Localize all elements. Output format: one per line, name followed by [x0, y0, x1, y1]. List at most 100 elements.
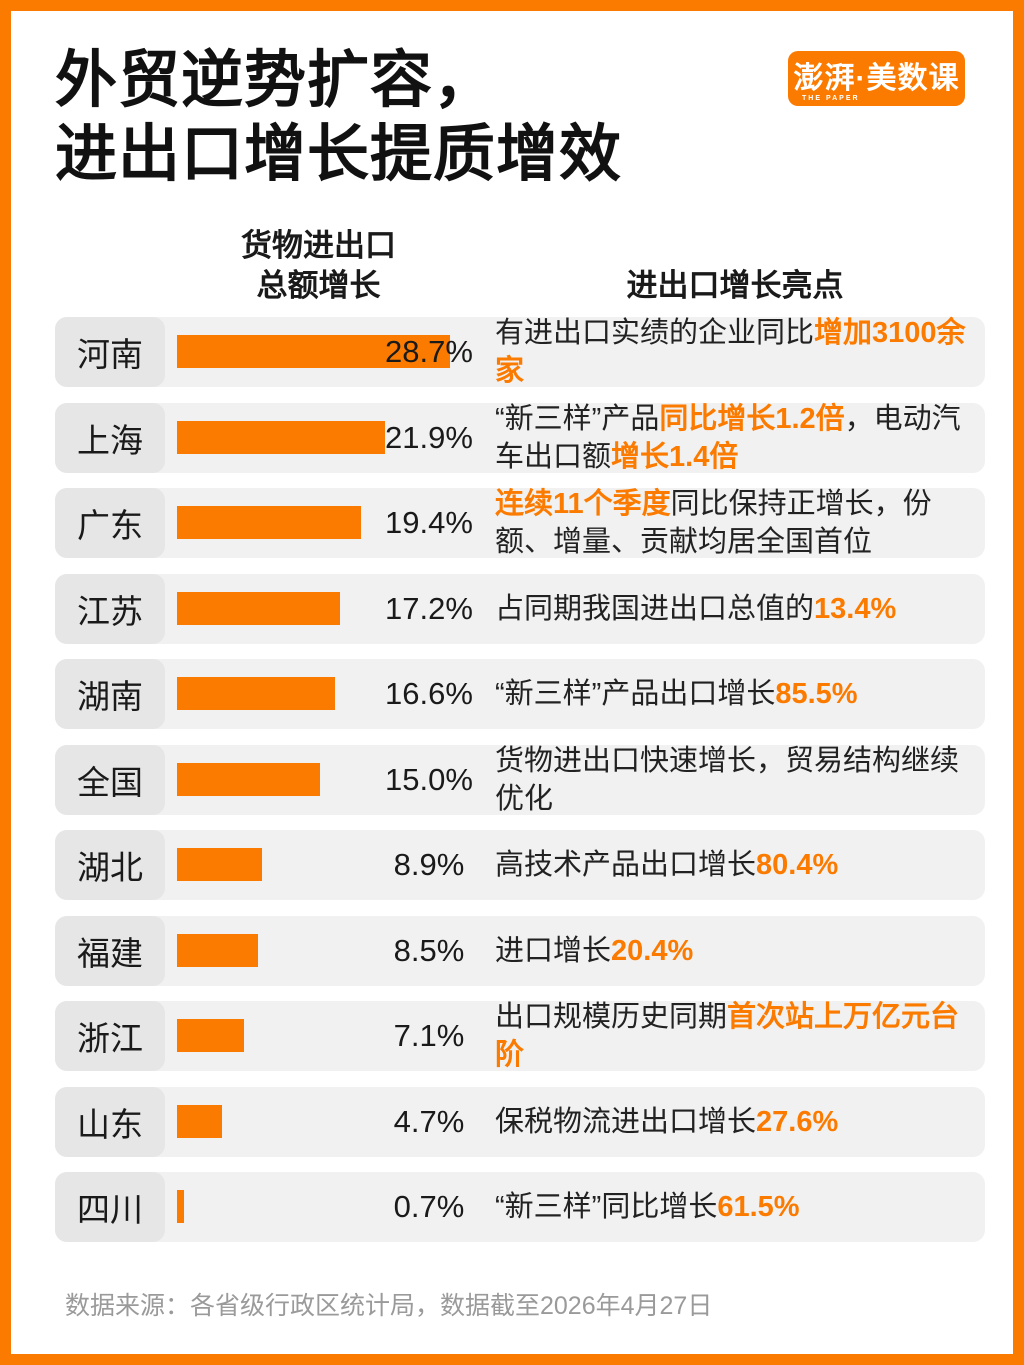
- highlight-text: 出口规模历史同期首次站上万亿元台阶: [495, 1001, 977, 1071]
- highlight-em-text: 20.4%: [611, 934, 694, 967]
- column-header-bar: 货物进出口 总额增长: [178, 226, 459, 306]
- value-label: 0.7%: [393, 1189, 465, 1224]
- value-label: 19.4%: [385, 505, 473, 540]
- province-label: 湖南: [55, 659, 165, 729]
- highlight-text-inner: “新三样”同比增长61.5%: [495, 1188, 800, 1226]
- province-label: 河南: [55, 317, 165, 387]
- highlight-plain-text: 出口规模历史同期: [495, 1001, 728, 1033]
- value-label: 16.6%: [385, 676, 473, 711]
- highlight-plain-text: “新三样”产品: [495, 402, 660, 435]
- highlight-text: “新三样”同比增长61.5%: [495, 1172, 977, 1242]
- logo-subtext: THE PAPER: [802, 95, 860, 102]
- table-row: 广东 19.4% 连续11个季度同比保持正增长，份额、增量、贡献均居全国首位: [55, 488, 985, 558]
- highlight-text: 保税物流进出口增长27.6%: [495, 1087, 977, 1157]
- value-bar: [177, 762, 320, 796]
- value-label: 4.7%: [393, 1103, 465, 1139]
- column-header-highlight: 进出口增长亮点: [626, 268, 844, 303]
- table-row: 四川 0.7% “新三样”同比增长61.5%: [55, 1172, 985, 1242]
- highlight-em-text: 首次站上万亿元台阶: [495, 1001, 960, 1071]
- value-label: 8.9%: [393, 847, 465, 882]
- highlight-text: “新三样”产品出口增长85.5%: [495, 659, 977, 729]
- page-title: 外贸逆势扩容， 进出口增长提质增效: [55, 44, 622, 192]
- highlight-plain-text: ，电动汽车出口额: [495, 402, 961, 473]
- page-title-line1: 外贸逆势扩容，: [55, 46, 497, 115]
- highlight-plain-text: 高技术产品出口增长: [495, 849, 757, 881]
- highlight-text-inner: 货物进出口快速增长，贸易结构继续优化: [495, 742, 977, 818]
- province-label: 山东: [55, 1086, 165, 1157]
- value-label: 15.0%: [385, 761, 473, 797]
- highlight-text-inner: 高技术产品出口增长80.4%: [495, 846, 838, 884]
- province-label: 江苏: [55, 573, 165, 644]
- value-bar: [177, 848, 262, 881]
- value-bar: [177, 1104, 222, 1138]
- highlight-em-text: 增长1.4倍: [611, 440, 739, 473]
- highlight-plain-text: 占同期我国进出口总值的: [495, 592, 815, 625]
- highlight-plain-text: 货物进出口快速增长，贸易结构继续优化: [495, 744, 960, 815]
- highlight-em-text: 增加3100余家: [495, 317, 966, 387]
- table-row: 河南 28.7% 有进出口实绩的企业同比增加3100余家: [55, 317, 985, 387]
- value-bar: [177, 677, 335, 710]
- highlight-text: 占同期我国进出口总值的13.4%: [495, 574, 977, 644]
- highlight-text-inner: 占同期我国进出口总值的13.4%: [495, 590, 896, 628]
- highlight-plain-text: 有进出口实绩的企业同比: [495, 317, 815, 349]
- value-label: 28.7%: [385, 334, 473, 369]
- table-row: 上海 21.9% “新三样”产品同比增长1.2倍，电动汽车出口额增长1.4倍: [55, 402, 985, 473]
- table-row: 全国 15.0% 货物进出口快速增长，贸易结构继续优化: [55, 744, 985, 815]
- bar-chart-rows: 河南 28.7% 有进出口实绩的企业同比增加3100余家 上海 21.9% “新…: [55, 317, 985, 1242]
- highlight-text-inner: 进口增长20.4%: [495, 932, 693, 970]
- highlight-em-text: 27.6%: [756, 1105, 839, 1138]
- highlight-em-text: 80.4%: [756, 849, 839, 881]
- value-bar: [177, 335, 450, 368]
- value-bar: [177, 1190, 184, 1223]
- value-bar: [177, 506, 362, 539]
- highlight-em-text: 同比增长1.2倍: [659, 402, 845, 435]
- highlight-text: 有进出口实绩的企业同比增加3100余家: [495, 317, 977, 387]
- highlight-text-inner: 连续11个季度同比保持正增长，份额、增量、贡献均居全国首位: [495, 485, 977, 561]
- highlight-text: 货物进出口快速增长，贸易结构继续优化: [495, 745, 977, 815]
- column-header-bar-line1: 货物进出口: [241, 228, 396, 263]
- highlight-text-inner: 有进出口实绩的企业同比增加3100余家: [495, 314, 977, 390]
- highlight-text-inner: “新三样”产品同比增长1.2倍，电动汽车出口额增长1.4倍: [495, 400, 977, 476]
- highlight-em-text: 13.4%: [814, 592, 897, 625]
- highlight-em-text: 85.5%: [775, 678, 858, 710]
- province-label: 四川: [55, 1172, 165, 1242]
- value-bar: [177, 933, 258, 967]
- value-bar: [177, 591, 341, 625]
- province-label: 上海: [55, 402, 165, 473]
- province-label: 浙江: [55, 1001, 165, 1071]
- table-row: 浙江 7.1% 出口规模历史同期首次站上万亿元台阶: [55, 1001, 985, 1071]
- value-label: 17.2%: [385, 590, 473, 626]
- value-label: 8.5%: [393, 932, 465, 968]
- highlight-text-inner: 出口规模历史同期首次站上万亿元台阶: [495, 998, 977, 1074]
- logo: 澎湃·美数课 THE PAPER: [788, 51, 965, 106]
- logo-text: 澎湃·美数课: [793, 61, 960, 95]
- column-header-bar-line2: 总额增长: [256, 268, 381, 303]
- highlight-plain-text: 保税物流进出口增长: [495, 1105, 757, 1138]
- highlight-plain-text: “新三样”产品出口增长: [495, 678, 776, 710]
- highlight-text: 高技术产品出口增长80.4%: [495, 830, 977, 900]
- province-label: 福建: [55, 915, 165, 986]
- highlight-plain-text: 进口增长: [495, 934, 612, 967]
- highlight-text: 进口增长20.4%: [495, 916, 977, 986]
- table-row: 湖南 16.6% “新三样”产品出口增长85.5%: [55, 659, 985, 729]
- highlight-text: “新三样”产品同比增长1.2倍，电动汽车出口额增长1.4倍: [495, 403, 977, 473]
- table-row: 福建 8.5% 进口增长20.4%: [55, 915, 985, 986]
- highlight-em-text: 61.5%: [717, 1191, 800, 1223]
- table-row: 山东 4.7% 保税物流进出口增长27.6%: [55, 1086, 985, 1157]
- table-row: 湖北 8.9% 高技术产品出口增长80.4%: [55, 830, 985, 900]
- highlight-text: 连续11个季度同比保持正增长，份额、增量、贡献均居全国首位: [495, 488, 977, 558]
- value-label: 7.1%: [393, 1018, 465, 1053]
- highlight-plain-text: 同比保持正增长，份额、增量、贡献均居全国首位: [495, 488, 932, 558]
- province-label: 湖北: [55, 830, 165, 900]
- highlight-text-inner: 保税物流进出口增长27.6%: [495, 1103, 838, 1141]
- highlight-em-text: 连续11个季度: [495, 488, 671, 520]
- table-row: 江苏 17.2% 占同期我国进出口总值的13.4%: [55, 573, 985, 644]
- value-bar: [177, 1019, 245, 1052]
- value-label: 21.9%: [385, 419, 473, 455]
- data-source-note: 数据来源：各省级行政区统计局，数据截至2026年4月27日: [65, 1292, 713, 1320]
- province-label: 全国: [55, 744, 165, 815]
- province-label: 广东: [55, 488, 165, 558]
- highlight-plain-text: “新三样”同比增长: [495, 1191, 718, 1223]
- highlight-text-inner: “新三样”产品出口增长85.5%: [495, 675, 858, 713]
- page-title-line2: 进出口增长提质增效: [55, 120, 623, 189]
